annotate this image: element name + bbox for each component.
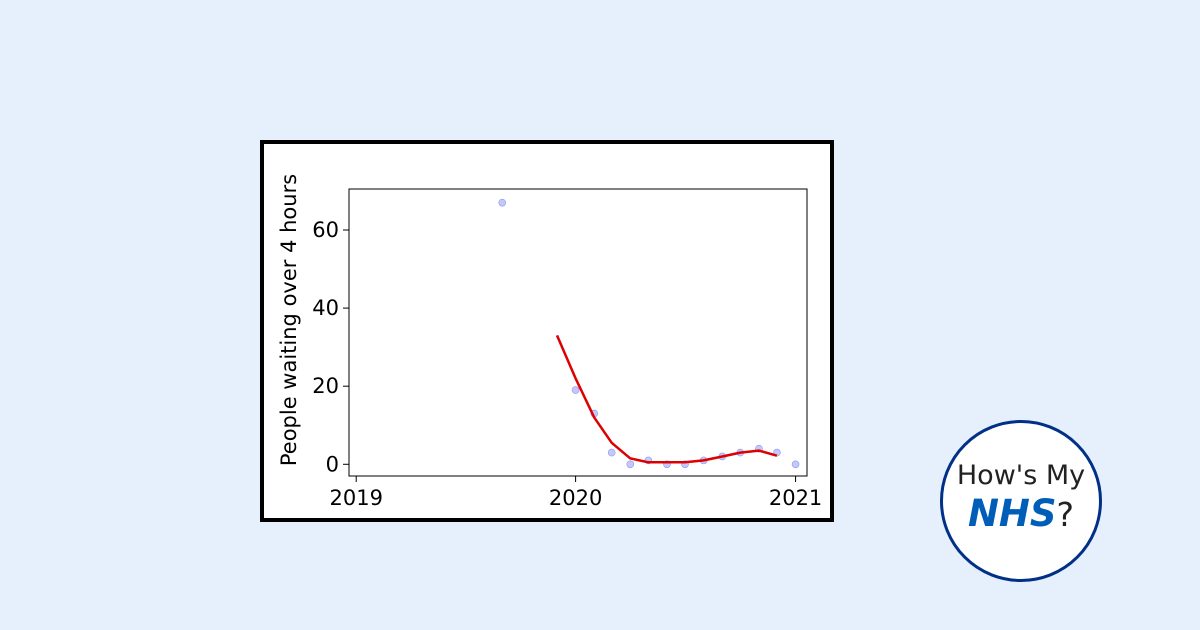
x-tick-label: 2019 [329,486,382,510]
logo-brand-line: NHS? [968,492,1074,543]
logo-tagline: How's My [956,459,1086,491]
y-tick-label: 20 [312,374,339,398]
data-point [571,386,580,394]
trend-line [555,334,778,464]
data-point [498,198,507,207]
plot-area [348,188,808,477]
hows-my-nhs-logo: How's My NHS? [940,420,1102,582]
chart-card: People waiting over 4 hours 0 20 40 60 2019… [260,140,834,522]
logo-nhs: NHS [967,491,1057,535]
x-tick-label: 2020 [549,486,602,510]
data-point [607,448,616,457]
y-tick-label: 0 [326,452,339,476]
waiting-chart: People waiting over 4 hours 0 20 40 60 2019… [277,174,822,510]
y-axis-label: People waiting over 4 hours [277,174,301,466]
logo-question-mark: ? [1056,494,1075,534]
y-tick-label: 40 [312,296,339,320]
data-point [626,460,635,469]
x-tick-label: 2021 [769,486,822,510]
data-point [791,460,800,469]
y-tick-label: 60 [312,218,339,242]
